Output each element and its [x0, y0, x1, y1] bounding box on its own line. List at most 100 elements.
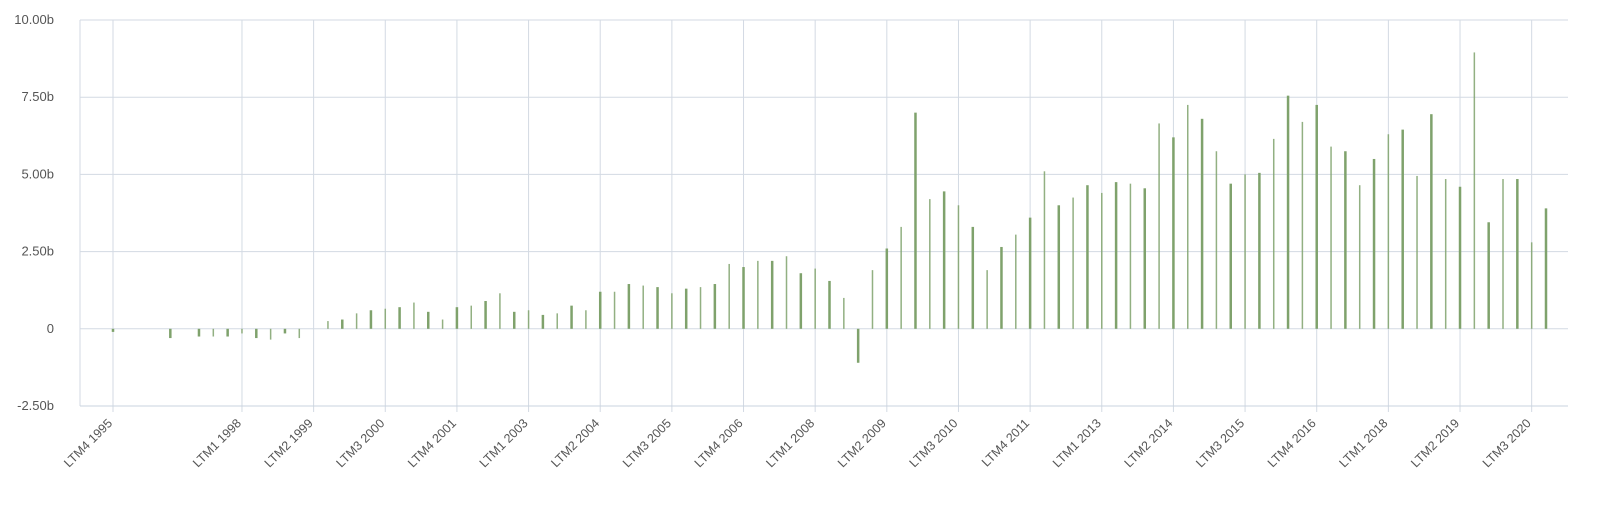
bar: [441, 319, 444, 329]
bar: [1387, 134, 1390, 329]
bar: [298, 328, 301, 339]
bar: [971, 226, 975, 329]
x-tick-label: LTM2 2014: [1122, 416, 1176, 470]
bar: [255, 328, 258, 339]
bar: [1315, 104, 1318, 329]
bar: [570, 305, 573, 329]
bar: [613, 291, 616, 329]
bar: [226, 328, 229, 337]
bar: [1086, 185, 1089, 329]
bar: [1344, 151, 1347, 329]
bar: [1229, 183, 1232, 329]
bar: [1215, 151, 1218, 329]
x-tick-label: LTM4 2001: [405, 416, 459, 470]
bar: [914, 112, 917, 329]
bar: [1301, 121, 1304, 329]
bar: [1258, 172, 1261, 329]
bar: [327, 321, 329, 329]
bar: [713, 284, 717, 329]
bar: [828, 280, 831, 329]
bar: [111, 328, 115, 332]
bar: [843, 297, 845, 329]
bar: [169, 328, 172, 339]
bar: [671, 293, 673, 329]
y-tick-label: 2.50b: [21, 244, 54, 259]
x-tick-label: LTM3 2020: [1480, 416, 1534, 470]
bar: [1244, 174, 1246, 329]
bar: [470, 305, 472, 329]
bar: [1129, 183, 1132, 329]
bar: [283, 328, 287, 334]
x-tick-label: LTM4 2006: [692, 416, 746, 470]
bar: [785, 256, 788, 329]
bar: [871, 270, 874, 329]
bar: [384, 308, 387, 329]
bar: [1544, 208, 1548, 329]
x-tick-label: LTM1 1998: [190, 416, 244, 470]
bar: [1043, 171, 1046, 329]
bar: [699, 287, 702, 329]
bar: [900, 226, 902, 329]
bar: [1286, 95, 1290, 329]
bar: [541, 314, 545, 329]
bar: [1401, 129, 1404, 329]
bar: [1502, 179, 1504, 329]
bar: [1416, 175, 1418, 329]
bar: [942, 191, 946, 329]
bar: [1114, 182, 1118, 329]
x-tick-label: LTM1 2008: [763, 416, 817, 470]
x-tick-label: LTM3 2000: [333, 416, 387, 470]
y-tick-label: 10.00b: [14, 12, 54, 27]
bar: [856, 328, 860, 363]
bar: [1487, 222, 1490, 329]
x-tick-label: LTM3 2010: [907, 416, 961, 470]
bar: [1458, 186, 1462, 329]
bar: [1430, 114, 1433, 329]
y-tick-label: -2.50b: [17, 398, 54, 413]
x-tick-label: LTM4 1995: [61, 416, 115, 470]
bar: [484, 301, 487, 329]
bar: [742, 267, 745, 329]
bar: [1272, 138, 1275, 329]
bar: [929, 199, 931, 329]
bar: [1028, 217, 1032, 329]
x-tick-label: LTM4 2011: [979, 416, 1032, 469]
bar: [957, 205, 960, 329]
y-tick-label: 7.50b: [21, 89, 54, 104]
bar: [799, 273, 803, 329]
bar: [527, 310, 530, 329]
bar: [770, 260, 774, 329]
bar: [642, 285, 644, 329]
x-tick-label: LTM2 2019: [1408, 416, 1462, 470]
bar: [1372, 158, 1376, 329]
bar: [1143, 188, 1147, 329]
bar: [1330, 146, 1332, 329]
bar: [341, 319, 344, 329]
bar: [427, 311, 430, 329]
bar: [1444, 179, 1447, 329]
bar: [885, 248, 889, 329]
bar: [556, 313, 558, 329]
bar: [986, 270, 988, 329]
bar: [197, 328, 201, 337]
x-tick-label: LTM4 2016: [1265, 416, 1319, 470]
bar: [499, 293, 501, 329]
y-tick-labels: -2.50b 0 2.50b 5.00b 7.50b 10.00b: [14, 12, 54, 413]
bar: [1200, 118, 1204, 329]
bar: [814, 268, 816, 329]
y-tick-label: 0: [47, 321, 54, 336]
bar: [512, 311, 516, 329]
x-tick-label: LTM3 2005: [620, 416, 674, 470]
bar: [1473, 52, 1476, 329]
bar: [212, 328, 215, 337]
bar: [1358, 185, 1361, 329]
bar: [369, 310, 373, 329]
x-tick-label: LTM2 1999: [262, 416, 316, 470]
x-tick-labels: LTM4 1995 LTM1 1998 LTM2 1999 LTM3 2000 LTM4…: [61, 416, 1534, 470]
bar: [1072, 197, 1074, 329]
bar: [1172, 137, 1175, 329]
axes: [79, 20, 1568, 407]
bar: [1516, 179, 1519, 329]
bar: [455, 307, 459, 329]
